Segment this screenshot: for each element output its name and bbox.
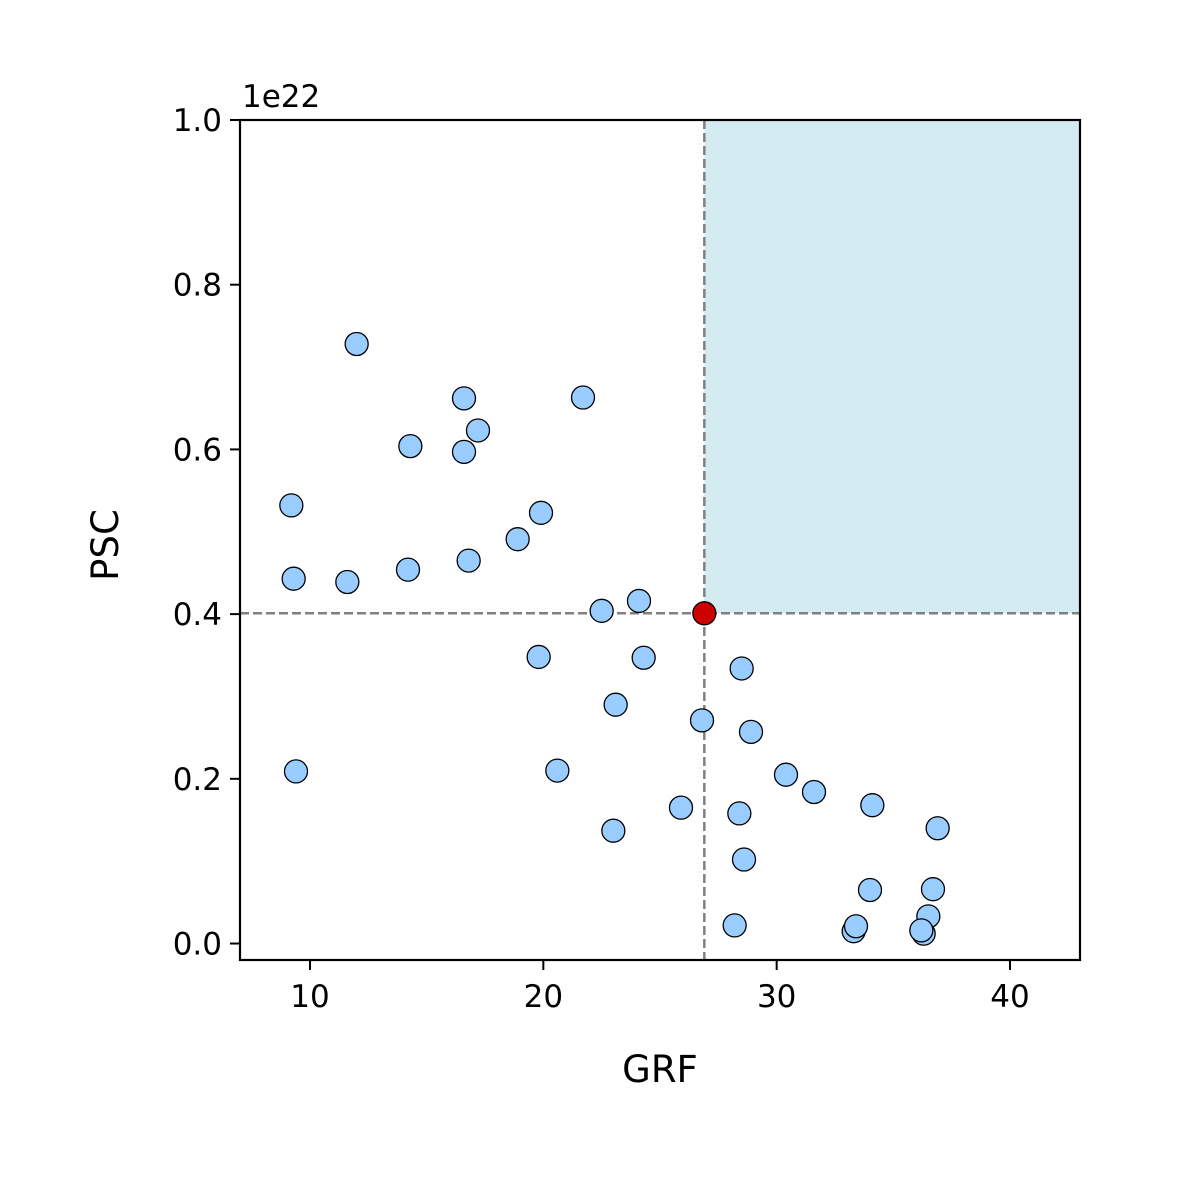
x-tick-label-3: 40 bbox=[990, 979, 1029, 1015]
data-point-30 bbox=[731, 847, 757, 872]
data-point-29 bbox=[601, 818, 626, 843]
data-point-19 bbox=[689, 708, 715, 733]
data-point-25 bbox=[860, 793, 885, 818]
data-point-34 bbox=[722, 913, 747, 938]
data-point-36 bbox=[843, 914, 869, 939]
data-point-4 bbox=[398, 433, 423, 459]
data-point-9 bbox=[456, 548, 481, 573]
data-point-20 bbox=[738, 719, 764, 745]
data-point-12 bbox=[335, 569, 360, 595]
data-point-10 bbox=[395, 557, 421, 582]
data-point-24 bbox=[801, 779, 827, 805]
data-point-22 bbox=[545, 758, 570, 783]
y-tick-label-1: 0.2 bbox=[173, 762, 222, 798]
y-axis-label: PSC bbox=[84, 509, 127, 581]
x-tick-label-1: 20 bbox=[524, 979, 563, 1015]
x-tick-label-0: 10 bbox=[290, 979, 329, 1015]
data-point-28 bbox=[925, 816, 950, 841]
plot-area bbox=[240, 120, 1080, 960]
data-point-21 bbox=[283, 759, 309, 784]
data-point-17 bbox=[729, 656, 754, 681]
data-point-5 bbox=[451, 439, 477, 465]
axes: 10 20 30 40 0.0 0.2 0.4 0.6 0.8 1.0 bbox=[173, 103, 1082, 1015]
data-point-18 bbox=[603, 692, 628, 717]
data-point-3 bbox=[465, 418, 491, 443]
data-point-27 bbox=[727, 801, 752, 826]
y-tick-label-2: 0.4 bbox=[173, 597, 222, 633]
data-point-31 bbox=[857, 877, 883, 903]
y-tick-label-0: 0.0 bbox=[173, 927, 222, 963]
data-point-2 bbox=[570, 385, 596, 410]
y-tick-label-3: 0.6 bbox=[173, 432, 222, 468]
data-point-26 bbox=[668, 795, 694, 820]
data-point-32 bbox=[920, 877, 946, 902]
data-point-23 bbox=[773, 762, 799, 787]
y-tick-label-5: 1.0 bbox=[173, 103, 222, 139]
y-tick-label-4: 0.8 bbox=[173, 268, 222, 304]
data-point-14 bbox=[589, 598, 614, 623]
data-point-11 bbox=[281, 566, 306, 591]
data-point-1 bbox=[451, 386, 477, 411]
x-axis-label: GRF bbox=[622, 1048, 698, 1091]
data-point-6 bbox=[279, 493, 304, 518]
data-point-8 bbox=[505, 527, 530, 552]
data-point-7 bbox=[528, 500, 554, 525]
reference-point bbox=[692, 601, 717, 626]
data-point-16 bbox=[631, 645, 656, 670]
shaded-region bbox=[704, 120, 1080, 614]
data-point-0 bbox=[344, 331, 369, 357]
y-axis-scale-label: 1e22 bbox=[242, 79, 320, 115]
data-point-38 bbox=[909, 918, 934, 943]
data-point-15 bbox=[526, 644, 551, 670]
x-tick-label-2: 30 bbox=[757, 979, 796, 1015]
axes-frame bbox=[238, 118, 1082, 962]
data-point-13 bbox=[626, 588, 652, 614]
